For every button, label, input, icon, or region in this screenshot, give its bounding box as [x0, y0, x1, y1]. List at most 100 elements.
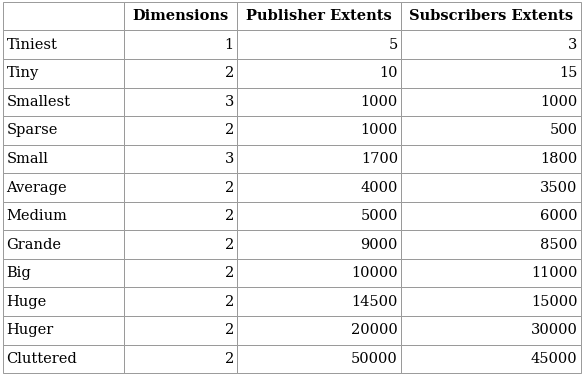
- Text: Tiniest: Tiniest: [6, 38, 57, 52]
- Text: Small: Small: [6, 152, 48, 166]
- Bar: [3, 30, 124, 59]
- Text: 1000: 1000: [361, 123, 398, 137]
- Text: 11000: 11000: [531, 266, 578, 280]
- Bar: [401, 345, 581, 373]
- Bar: [401, 259, 581, 288]
- Bar: [3, 59, 124, 87]
- Text: 500: 500: [550, 123, 578, 137]
- Bar: [3, 202, 124, 230]
- Text: 8500: 8500: [540, 238, 578, 252]
- Bar: [124, 87, 237, 116]
- Bar: [124, 230, 237, 259]
- Bar: [124, 202, 237, 230]
- Bar: [401, 288, 581, 316]
- Bar: [124, 116, 237, 145]
- Text: 2: 2: [225, 266, 234, 280]
- Text: 3500: 3500: [540, 180, 578, 195]
- Text: Grande: Grande: [6, 238, 61, 252]
- Text: 2: 2: [225, 123, 234, 137]
- Text: 3: 3: [224, 152, 234, 166]
- Bar: [401, 316, 581, 345]
- Bar: [3, 316, 124, 345]
- Text: 2: 2: [225, 323, 234, 337]
- Text: 10: 10: [380, 66, 398, 80]
- Text: 14500: 14500: [352, 295, 398, 309]
- Text: 10000: 10000: [351, 266, 398, 280]
- Bar: [3, 145, 124, 173]
- Bar: [401, 2, 581, 30]
- Text: 1700: 1700: [361, 152, 398, 166]
- Text: 3: 3: [224, 95, 234, 109]
- Text: Subscribers Extents: Subscribers Extents: [409, 9, 573, 23]
- Text: 1000: 1000: [540, 95, 578, 109]
- Bar: [237, 202, 401, 230]
- Bar: [401, 59, 581, 87]
- Text: Medium: Medium: [6, 209, 67, 223]
- Text: 1: 1: [225, 38, 234, 52]
- Bar: [237, 30, 401, 59]
- Bar: [401, 173, 581, 202]
- Text: 20000: 20000: [351, 323, 398, 337]
- Bar: [124, 145, 237, 173]
- Bar: [237, 59, 401, 87]
- Bar: [124, 2, 237, 30]
- Text: 1800: 1800: [540, 152, 578, 166]
- Text: 3: 3: [568, 38, 578, 52]
- Bar: [3, 173, 124, 202]
- Text: 30000: 30000: [531, 323, 578, 337]
- Bar: [401, 30, 581, 59]
- Bar: [3, 288, 124, 316]
- Text: Tiny: Tiny: [6, 66, 39, 80]
- Text: 15000: 15000: [531, 295, 578, 309]
- Bar: [237, 145, 401, 173]
- Bar: [237, 259, 401, 288]
- Text: 6000: 6000: [540, 209, 578, 223]
- Text: Cluttered: Cluttered: [6, 352, 77, 366]
- Bar: [237, 288, 401, 316]
- Text: Huge: Huge: [6, 295, 47, 309]
- Bar: [401, 202, 581, 230]
- Bar: [3, 259, 124, 288]
- Bar: [124, 30, 237, 59]
- Text: 4000: 4000: [360, 180, 398, 195]
- Text: 9000: 9000: [360, 238, 398, 252]
- Text: Big: Big: [6, 266, 31, 280]
- Text: Smallest: Smallest: [6, 95, 71, 109]
- Text: 2: 2: [225, 238, 234, 252]
- Text: 45000: 45000: [531, 352, 578, 366]
- Bar: [237, 87, 401, 116]
- Bar: [237, 345, 401, 373]
- Bar: [3, 230, 124, 259]
- Bar: [401, 230, 581, 259]
- Bar: [401, 145, 581, 173]
- Text: Sparse: Sparse: [6, 123, 58, 137]
- Text: Dimensions: Dimensions: [133, 9, 229, 23]
- Bar: [237, 173, 401, 202]
- Text: 5: 5: [388, 38, 398, 52]
- Text: 5000: 5000: [360, 209, 398, 223]
- Text: 2: 2: [225, 66, 234, 80]
- Text: Publisher Extents: Publisher Extents: [246, 9, 392, 23]
- Text: 2: 2: [225, 180, 234, 195]
- Bar: [3, 116, 124, 145]
- Bar: [124, 259, 237, 288]
- Text: 50000: 50000: [351, 352, 398, 366]
- Bar: [3, 345, 124, 373]
- Bar: [124, 59, 237, 87]
- Text: Average: Average: [6, 180, 67, 195]
- Text: 1000: 1000: [361, 95, 398, 109]
- Bar: [3, 87, 124, 116]
- Bar: [3, 2, 124, 30]
- Bar: [401, 87, 581, 116]
- Text: 15: 15: [559, 66, 578, 80]
- Bar: [124, 173, 237, 202]
- Bar: [237, 116, 401, 145]
- Bar: [124, 345, 237, 373]
- Bar: [237, 316, 401, 345]
- Bar: [124, 288, 237, 316]
- Text: Huger: Huger: [6, 323, 54, 337]
- Bar: [401, 116, 581, 145]
- Text: 2: 2: [225, 295, 234, 309]
- Bar: [237, 2, 401, 30]
- Bar: [237, 230, 401, 259]
